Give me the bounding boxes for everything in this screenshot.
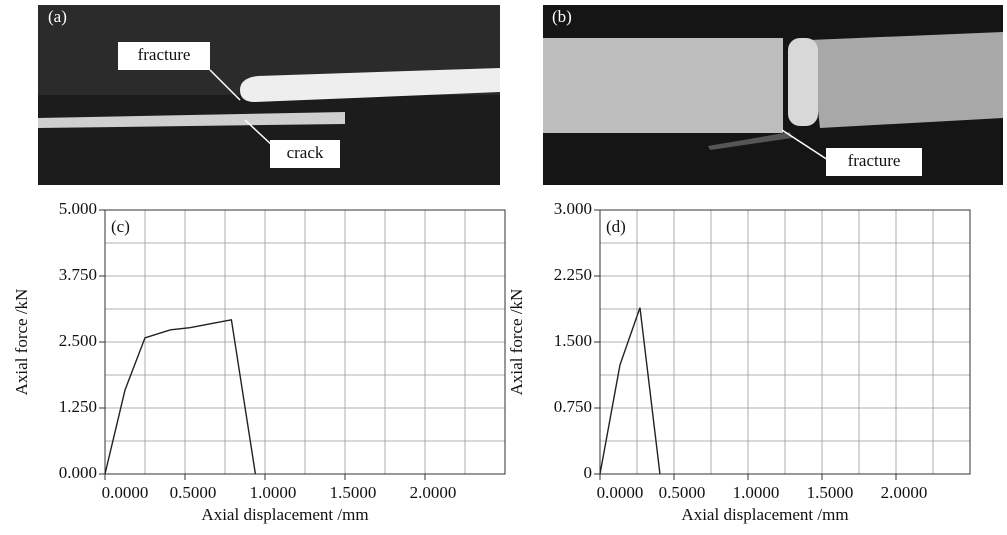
panel-label: (c) — [111, 217, 130, 236]
x-tick-label: 1.5000 — [807, 483, 854, 502]
y-tick-label: 2.250 — [554, 265, 592, 284]
annotation: crack — [287, 143, 324, 162]
x-tick-label: 2.0000 — [881, 483, 928, 502]
photo-a: (a) fracture crack — [38, 5, 500, 185]
annotation: fracture — [848, 151, 901, 170]
data-line — [104, 319, 257, 475]
panel-label: (b) — [552, 7, 572, 26]
y-tick-label: 0.750 — [554, 397, 592, 416]
x-tick-label: 1.0000 — [733, 483, 780, 502]
photo-b: (b) fracture — [543, 5, 1003, 185]
y-tick-label: 3.750 — [59, 265, 97, 284]
panel-label: (d) — [606, 217, 626, 236]
x-tick-label: 0.0000 — [597, 483, 644, 502]
x-axis-label: Axial displacement /mm — [681, 505, 848, 524]
y-tick-label: 0.000 — [59, 463, 97, 482]
y-tick-label: 2.500 — [59, 331, 97, 350]
y-axis-label: Axial force /kN — [507, 289, 526, 396]
x-tick-label: 1.0000 — [250, 483, 297, 502]
data-line — [599, 307, 661, 475]
y-tick-label: 0 — [584, 463, 593, 482]
x-axis-label: Axial displacement /mm — [201, 505, 368, 524]
x-tick-label: 0.5000 — [659, 483, 706, 502]
x-tick-label: 1.5000 — [330, 483, 377, 502]
panel-label: (a) — [48, 7, 67, 26]
y-tick-label: 3.000 — [554, 199, 592, 218]
y-axis-label: Axial force /kN — [12, 289, 31, 396]
x-tick-label: 0.5000 — [170, 483, 217, 502]
y-tick-label: 1.250 — [59, 397, 97, 416]
y-tick-label: 5.000 — [59, 199, 97, 218]
x-tick-label: 0.0000 — [102, 483, 149, 502]
annotation: fracture — [138, 45, 191, 64]
x-tick-label: 2.0000 — [410, 483, 457, 502]
y-tick-label: 1.500 — [554, 331, 592, 350]
